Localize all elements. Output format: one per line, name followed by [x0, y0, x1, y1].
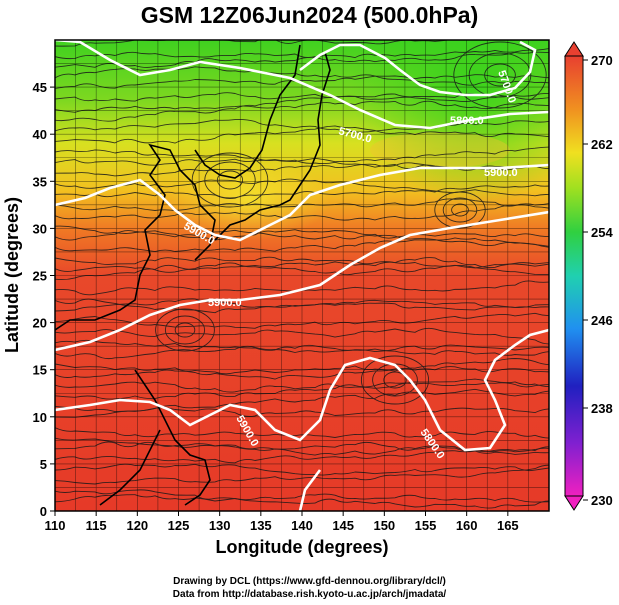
streamline	[55, 125, 549, 144]
colorbar-tick-label: 270	[591, 53, 613, 68]
x-tick-label: 130	[209, 518, 231, 533]
credit-text: Drawing by DCL (https://www.gfd-dennou.o…	[0, 575, 619, 601]
streamline	[55, 119, 549, 133]
y-tick-label: 25	[33, 269, 47, 284]
contour-label: 5800.0	[450, 115, 484, 127]
streamline	[55, 257, 549, 281]
contour-label: 5900.0	[208, 297, 242, 309]
x-axis-label: Longitude (degrees)	[215, 537, 388, 557]
x-tick-label: 115	[86, 518, 107, 533]
streamline	[55, 158, 549, 171]
credit-line-data: Data from http://database.rish.kyoto-u.a…	[172, 589, 447, 600]
streamline	[55, 262, 549, 276]
streamline	[55, 178, 549, 197]
streamline	[55, 225, 549, 241]
colorbar-tick-label: 238	[591, 401, 613, 416]
vortex-streamline	[164, 315, 206, 345]
streamline	[55, 463, 549, 476]
coastline	[55, 44, 331, 506]
y-axis: 0 5 10 15 20 25 30 35 40 45	[33, 80, 55, 519]
y-tick-label: 20	[33, 316, 47, 331]
vortex-streamline	[468, 52, 532, 98]
streamline	[55, 437, 549, 452]
streamline	[55, 146, 549, 163]
y-axis-label: Latitude (degrees)	[2, 197, 22, 353]
y-tick-label: 10	[33, 410, 47, 425]
vortex-streamline	[216, 170, 244, 190]
streamline	[55, 229, 549, 247]
x-tick-label: 150	[373, 518, 395, 533]
vortex-streamline	[484, 63, 516, 87]
streamline	[55, 256, 549, 276]
y-tick-label: 15	[33, 363, 47, 378]
colorbar-tick-label: 246	[591, 313, 613, 328]
map-title: GSM 12Z06Jun2024 (500.0hPa)	[140, 2, 479, 28]
streamline	[55, 74, 549, 89]
x-tick-label: 145	[332, 518, 354, 533]
streamline	[55, 51, 549, 63]
y-tick-label: 5	[40, 457, 47, 472]
x-tick-label: 120	[126, 518, 148, 533]
x-tick-label: 135	[250, 518, 272, 533]
streamline	[55, 381, 549, 393]
x-tick-label: 125	[168, 518, 190, 533]
streamline	[55, 198, 549, 212]
streamline	[55, 237, 549, 253]
vortex-streamline	[453, 41, 547, 109]
contour-label: 5900.0	[484, 167, 518, 179]
streamline	[55, 48, 549, 68]
x-tick-label: 110	[45, 518, 66, 533]
vortex-streamline	[451, 203, 469, 217]
x-tick-label: 165	[497, 518, 519, 533]
colorbar-tick-label: 262	[591, 137, 613, 152]
y-tick-label: 0	[40, 504, 47, 519]
vortex-streamline	[434, 191, 486, 229]
x-tick-label: 155	[415, 518, 437, 533]
streamline	[55, 312, 549, 329]
streamline	[55, 327, 549, 345]
vortex-streamline	[174, 322, 196, 338]
streamline	[55, 489, 549, 509]
colorbar-tick-label: 254	[591, 225, 613, 240]
streamline	[55, 339, 549, 353]
x-tick-label: 160	[456, 518, 478, 533]
streamline	[55, 378, 549, 400]
y-tick-label: 35	[33, 174, 47, 189]
streamline	[55, 100, 549, 113]
streamline	[55, 464, 549, 485]
streamline	[55, 407, 549, 418]
vortex-streamline	[442, 197, 478, 223]
streamline	[55, 345, 549, 360]
streamline	[55, 66, 549, 86]
streamline	[55, 184, 549, 200]
vortex-streamline	[191, 152, 269, 208]
vortex-streamline	[155, 308, 215, 352]
streamline	[55, 95, 549, 122]
streamline	[55, 450, 549, 464]
y-tick-label: 45	[33, 80, 47, 95]
x-tick-label: 140	[291, 518, 313, 533]
y-tick-label: 30	[33, 221, 47, 236]
vortex-streamline	[383, 371, 407, 389]
credit-line-dcl: Drawing by DCL (https://www.gfd-dennou.o…	[173, 576, 446, 587]
colorbar: 230 238 246 254 262 270	[564, 41, 613, 511]
vortex-streamline	[204, 161, 256, 199]
y-tick-label: 40	[33, 127, 47, 142]
map-grid	[55, 40, 549, 511]
colorbar-tick-label: 230	[591, 493, 613, 508]
height-contours	[55, 40, 549, 511]
streamline	[55, 298, 549, 312]
vortex-streamline	[360, 355, 430, 405]
temperature-field: 5900.0 5800.0 5700.0 5900.0 5900.0 5900.…	[55, 40, 549, 511]
x-axis: 110 115 120 125 130 135 140 145 150 155 160 165	[45, 511, 519, 533]
streamline	[55, 204, 549, 221]
